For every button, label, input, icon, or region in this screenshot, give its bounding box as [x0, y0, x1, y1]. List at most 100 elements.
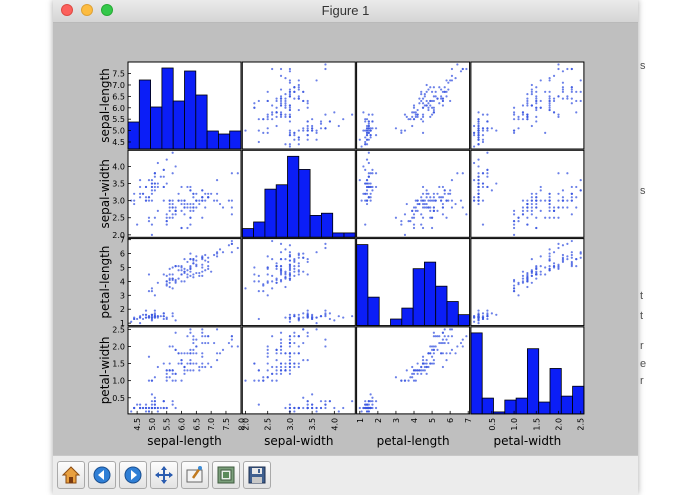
back-button[interactable] [88, 461, 116, 489]
scatter-point [130, 199, 133, 202]
scatter-point [369, 192, 372, 195]
minimize-button[interactable] [81, 4, 93, 16]
scatter-point [210, 192, 213, 195]
scatter-point [423, 369, 426, 372]
scatter-point [147, 199, 151, 202]
scatter-point [429, 86, 432, 89]
scatter-point [432, 99, 435, 103]
scatter-point [443, 341, 446, 345]
scatter-point [429, 199, 432, 202]
scatter-point [262, 290, 265, 293]
save-button[interactable] [243, 461, 271, 489]
scatter-point [481, 182, 485, 185]
x-tick-label: 5 [428, 418, 437, 423]
scatter-point [421, 102, 425, 105]
histogram-bar [138, 79, 152, 150]
scatter-point [275, 99, 278, 103]
scatter-point [333, 406, 336, 410]
scatter-point [421, 359, 425, 362]
scatter-point [530, 258, 533, 261]
scatter-point [198, 202, 201, 206]
scatter-point [371, 189, 374, 192]
scatter-point [150, 316, 154, 319]
scatter-point [141, 406, 145, 410]
x-tick-label: 4.0 [330, 418, 339, 431]
scatter-point [271, 118, 274, 121]
close-button[interactable] [61, 4, 73, 16]
scatter-point [521, 209, 525, 212]
scatter-point [186, 369, 189, 372]
scatter-point [253, 102, 256, 105]
scatter-point [215, 199, 219, 202]
scatter-point [180, 280, 183, 283]
scatter-point [201, 263, 204, 266]
figure-canvas[interactable]: 4.5 5.0 5.5 6.0 6.5 7.0 7.5 sepal-length 2.0 2.5 3… [53, 23, 638, 455]
scatter-point [441, 213, 445, 216]
scatter-point [207, 260, 210, 264]
scatter-point [288, 362, 292, 365]
panel-border [470, 61, 585, 150]
y-tick-label: 7.5 [112, 70, 125, 79]
scatter-point [421, 226, 425, 230]
scatter-point [441, 331, 445, 334]
scatter-point [279, 258, 283, 261]
scatter-point [362, 406, 365, 410]
home-button[interactable] [57, 461, 85, 489]
scatter-point [526, 202, 529, 206]
scatter-point [421, 113, 425, 116]
scatter-point [423, 199, 426, 202]
scatter-point [192, 206, 195, 209]
scatter-point [147, 290, 151, 293]
scatter-point [369, 136, 372, 139]
scatter-point [420, 213, 423, 216]
scatter-point [324, 313, 327, 316]
scatter-point [473, 316, 476, 319]
scatter-point [171, 213, 174, 216]
scatter-point [530, 206, 533, 209]
scatter-point [271, 113, 274, 116]
scatter-point [207, 192, 210, 195]
scatter-point [429, 362, 432, 365]
scatter-point [144, 196, 148, 199]
scatter-point [539, 189, 542, 192]
scatter-point [561, 253, 565, 257]
scatter-point [517, 216, 520, 219]
scatter-point [561, 189, 565, 192]
scatter-point [284, 285, 287, 289]
scatter-point [201, 341, 204, 345]
scatter-point [165, 280, 168, 283]
maximize-button[interactable] [101, 4, 113, 16]
scatter-point [147, 196, 151, 199]
histogram-bar [446, 301, 459, 326]
forward-button[interactable] [119, 461, 147, 489]
configure-subplots-button[interactable] [212, 461, 240, 489]
scatter-point [271, 379, 274, 382]
scatter-point [168, 202, 171, 206]
scatter-point [450, 199, 454, 202]
pan-button[interactable] [150, 461, 178, 489]
scatter-point [293, 270, 296, 273]
scatter-point [271, 365, 274, 369]
zoom-button[interactable] [181, 461, 209, 489]
scatter-point [293, 134, 296, 137]
histogram-bar [526, 348, 540, 415]
scatter-point [150, 290, 154, 293]
scatter-point [297, 352, 300, 355]
scatter-point [297, 313, 300, 316]
scatter-point [561, 86, 565, 89]
panel-sepal-width-vs-petal-width [470, 149, 585, 238]
scatter-point [337, 124, 340, 128]
title-bar[interactable]: Figure 1 [53, 0, 638, 23]
scatter-point [548, 259, 551, 262]
scatter-point [165, 274, 168, 277]
scatter-point [414, 113, 417, 116]
scatter-point [195, 199, 198, 202]
scatter-point [159, 315, 162, 318]
scatter-point [275, 379, 278, 382]
scatter-point [423, 202, 426, 206]
scatter-point [230, 335, 233, 338]
scatter-point [517, 294, 520, 297]
scatter-point [236, 172, 239, 175]
scatter-point [430, 362, 434, 365]
scatter-point [456, 63, 459, 66]
